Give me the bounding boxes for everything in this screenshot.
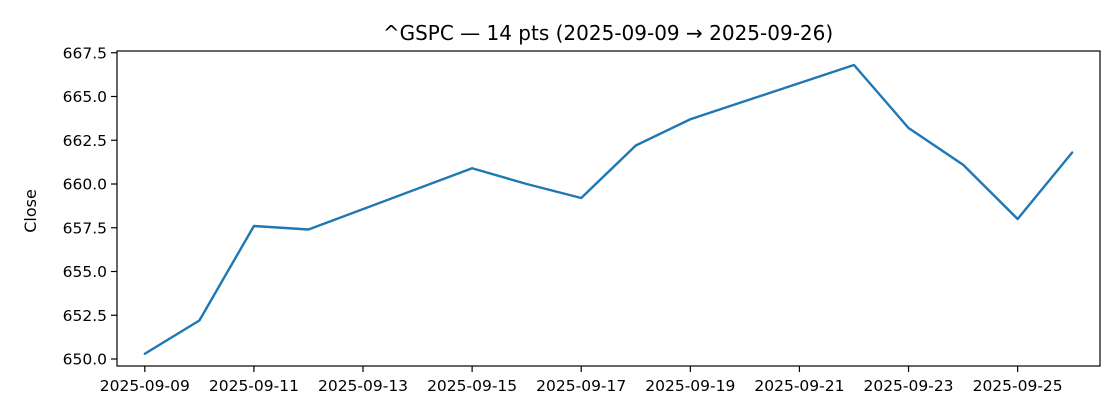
y-tick-label: 655.0 <box>63 263 107 281</box>
x-tick-label: 2025-09-21 <box>754 377 844 395</box>
series-line-0 <box>143 63 1074 355</box>
y-tick-label: 665.0 <box>63 88 107 106</box>
x-tick-label: 2025-09-11 <box>209 377 299 395</box>
x-tick-label: 2025-09-13 <box>318 377 408 395</box>
x-tick-label: 2025-09-23 <box>863 377 953 395</box>
y-axis-label: Close <box>21 189 40 233</box>
y-tick-label: 652.5 <box>63 307 107 325</box>
y-tick-label: 657.5 <box>63 219 107 237</box>
y-tick-label: 662.5 <box>63 132 107 150</box>
plot-area: 650.0 652.5 655.0 657.5 660.0 662.5 665.0 667.5… <box>63 44 1101 395</box>
y-tick-label: 667.5 <box>63 44 107 62</box>
x-tick-label: 2025-09-19 <box>645 377 735 395</box>
x-tick-label: 2025-09-15 <box>427 377 517 395</box>
plot-frame <box>116 50 1101 367</box>
chart-title: ^GSPC — 14 pts (2025-09-09 → 2025-09-26) <box>383 21 833 45</box>
y-tick-label: 650.0 <box>63 351 107 369</box>
x-tick-label: 2025-09-25 <box>973 377 1063 395</box>
x-tick-label: 2025-09-09 <box>100 377 190 395</box>
y-tick-label: 660.0 <box>63 176 107 194</box>
x-tick-label: 2025-09-17 <box>536 377 626 395</box>
